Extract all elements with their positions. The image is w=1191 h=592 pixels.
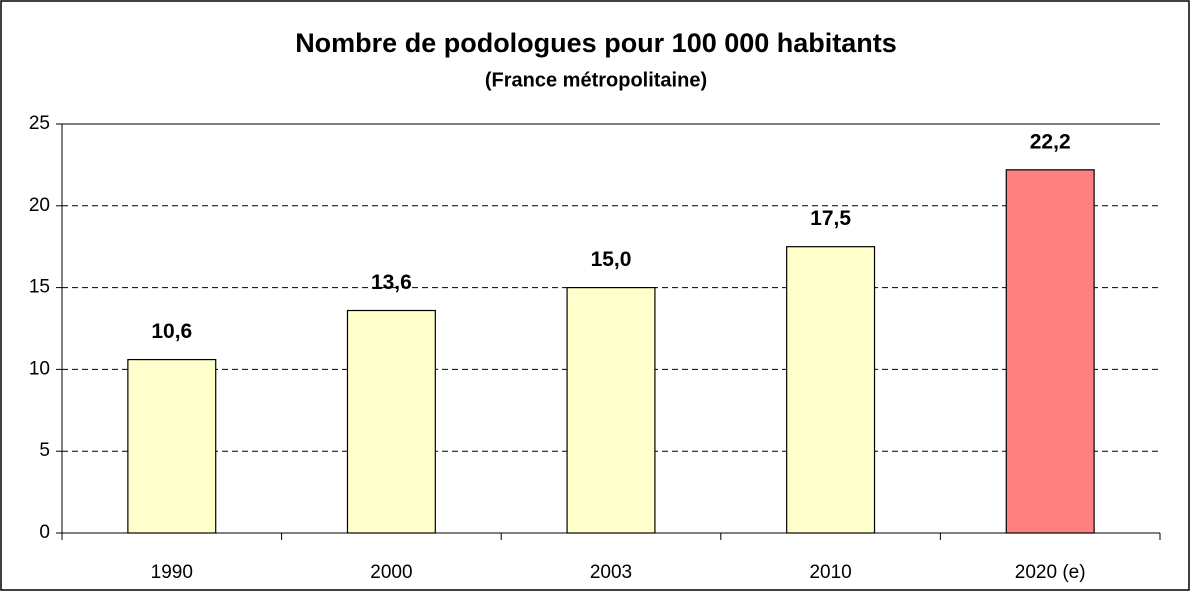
chart-title: Nombre de podologues pour 100 000 habita… [295,28,897,58]
x-tick-label: 2020 (e) [1015,562,1086,583]
x-tick-label: 2010 [809,562,851,583]
bar [346,309,436,534]
bar [1005,169,1095,534]
y-tick-label: 15 [29,277,50,298]
value-label: 15,0 [591,248,632,271]
value-label: 17,5 [810,207,851,230]
y-tick-label: 10 [29,358,50,379]
bar [566,287,656,534]
x-tick-label: 2000 [370,562,412,583]
value-label: 10,6 [151,320,192,343]
y-tick-label: 25 [29,113,50,134]
x-tick-label: 1990 [151,562,193,583]
bar [786,246,876,534]
x-tick-label: 2003 [590,562,632,583]
y-tick-label: 20 [29,195,50,216]
y-tick-label: 0 [39,522,50,543]
value-label: 22,2 [1030,130,1071,153]
chart-subtitle: (France métropolitaine) [485,69,707,91]
y-tick-label: 5 [39,440,50,461]
bar [127,358,217,534]
value-label: 13,6 [371,271,412,294]
